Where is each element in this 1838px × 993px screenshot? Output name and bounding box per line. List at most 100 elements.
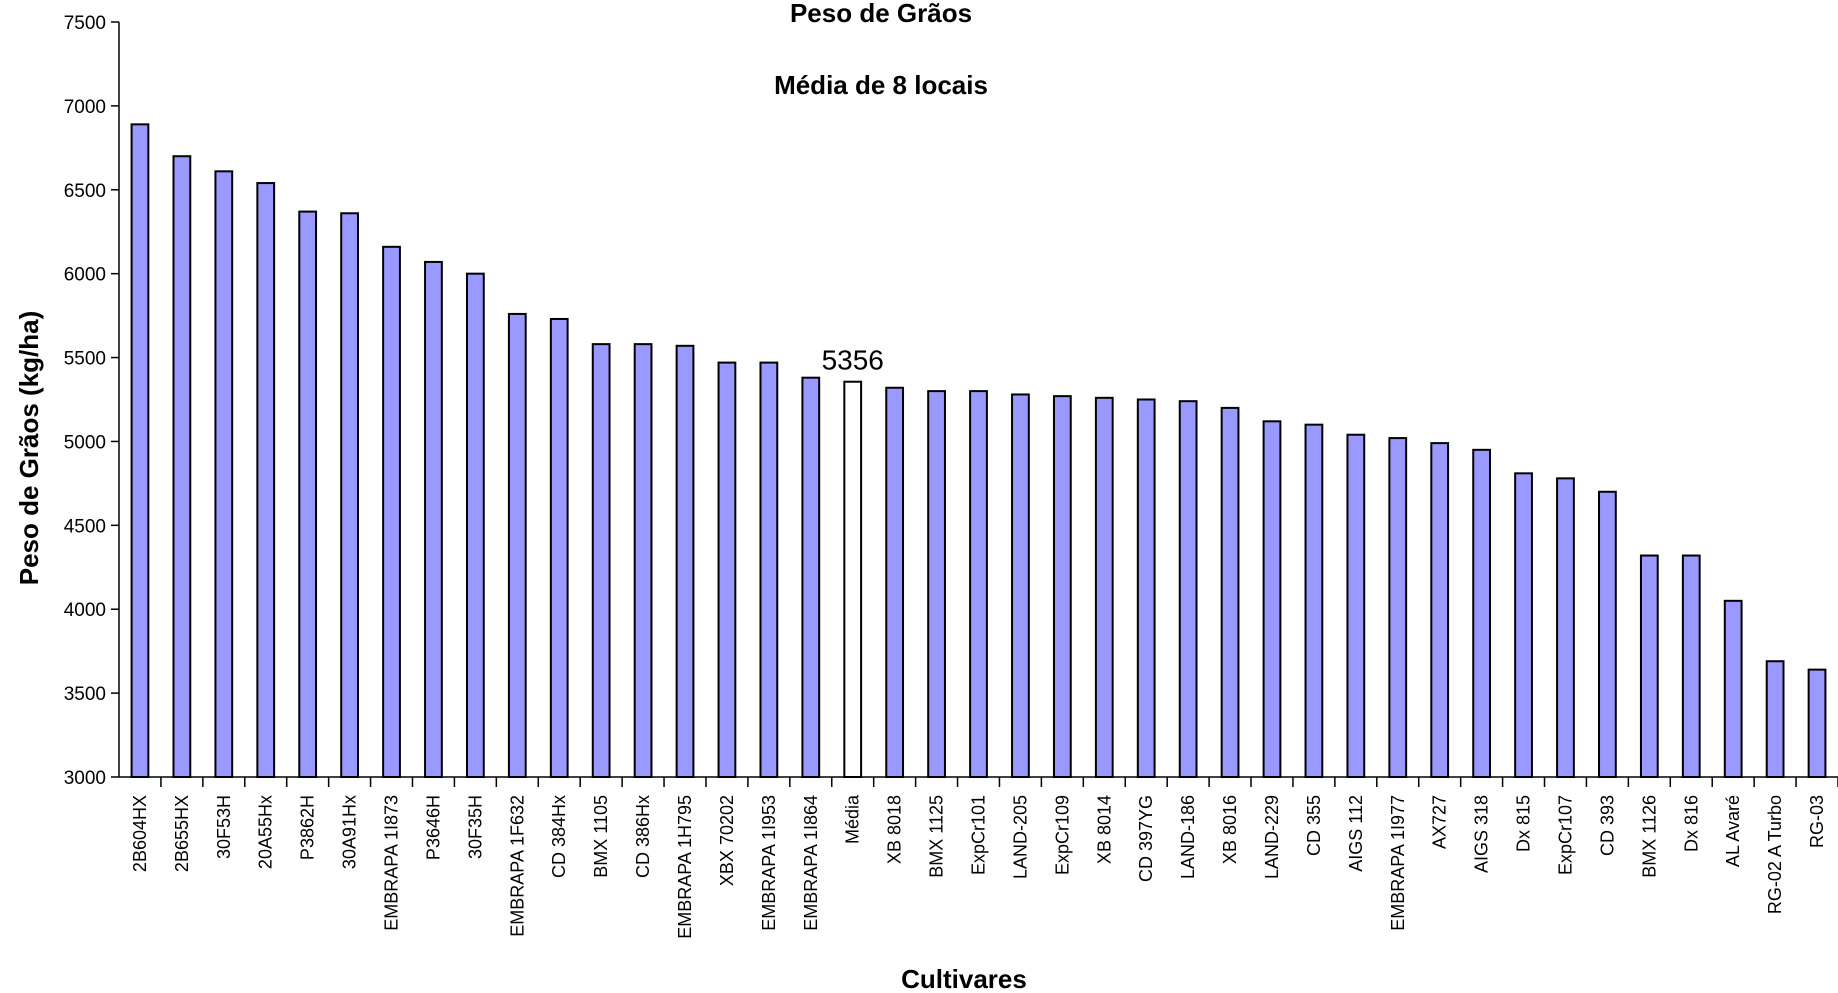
x-category-label: EMBRAPA 1I873 xyxy=(382,795,402,931)
y-tick-label: 5000 xyxy=(64,432,106,453)
x-category-label: 30F35H xyxy=(465,795,485,859)
bar xyxy=(424,260,443,778)
bar xyxy=(1346,433,1366,778)
bar xyxy=(1430,442,1450,778)
bar xyxy=(1765,660,1785,779)
bar xyxy=(1388,437,1408,778)
y-axis-ticks: 3000 3500 4000 4500 5000 5500 6000 6500 7000 7500 xyxy=(64,13,119,789)
bar xyxy=(298,210,318,779)
x-category-label: 30A91Hx xyxy=(340,795,360,869)
x-category-label: 2B604HX xyxy=(130,795,150,872)
x-category-label: BMX 1126 xyxy=(1639,795,1659,878)
x-category-label: EMBRAPA 1I864 xyxy=(801,795,821,931)
x-axis-categories: 2B604HX 2B655HX 30F53H 20A55Hx P3862H 30A91Hx… xyxy=(130,777,1838,939)
bar xyxy=(172,155,192,778)
x-category-label: BMX 1105 xyxy=(591,795,611,878)
x-category-label: AL Avaré xyxy=(1723,795,1743,867)
y-tick-label: 6000 xyxy=(64,265,106,286)
bar xyxy=(465,272,485,778)
x-category-label: EMBRAPA 1F632 xyxy=(507,795,527,937)
bar xyxy=(1681,554,1701,778)
data-labels: 5356 xyxy=(822,345,884,376)
x-category-label: RG-02 A Turbo xyxy=(1765,795,1785,914)
x-category-label: EMBRAPA 1I953 xyxy=(759,795,779,931)
bar xyxy=(1723,599,1743,778)
y-tick-label: 4000 xyxy=(64,600,106,621)
bar xyxy=(1472,448,1492,778)
x-category-label: BMX 1125 xyxy=(927,795,947,878)
bar xyxy=(1639,554,1659,778)
x-category-label: AIGS 318 xyxy=(1472,795,1492,873)
y-tick-label: 4500 xyxy=(64,516,106,537)
bar xyxy=(1807,668,1827,778)
bar xyxy=(214,170,234,779)
bar xyxy=(1304,423,1324,778)
bar xyxy=(507,312,527,778)
bar xyxy=(549,317,569,778)
bar xyxy=(256,182,276,779)
bar xyxy=(633,343,653,778)
x-category-label: AIGS 112 xyxy=(1346,795,1366,872)
y-tick-label: 3000 xyxy=(64,768,106,789)
bar xyxy=(717,361,737,778)
x-category-label: ExpCr109 xyxy=(1052,795,1072,875)
bar xyxy=(1011,393,1030,778)
x-category-label: XB 8014 xyxy=(1094,795,1114,864)
x-category-label: P3862H xyxy=(298,795,318,860)
bar xyxy=(1220,406,1240,778)
x-category-label: EMBRAPA 1H795 xyxy=(675,795,695,939)
x-category-label: EMBRAPA 1I977 xyxy=(1388,795,1408,931)
bar xyxy=(801,376,821,778)
y-tick-label: 7500 xyxy=(64,13,106,34)
x-category-label: CD 355 xyxy=(1304,795,1324,856)
x-axis-title: Cultivares xyxy=(901,964,1027,993)
y-tick-label: 7000 xyxy=(64,97,106,118)
x-category-label: Dx 815 xyxy=(1514,795,1534,852)
x-category-label: 20A55Hx xyxy=(256,795,276,869)
x-category-label: 2B655HX xyxy=(172,795,192,872)
x-category-label: RG-03 xyxy=(1807,795,1827,848)
x-category-label: LAND-229 xyxy=(1262,795,1282,879)
bar xyxy=(130,123,150,779)
x-category-label: CD 384Hx xyxy=(549,795,569,878)
bar xyxy=(675,344,695,778)
x-category-label: CD 397YG xyxy=(1136,795,1156,882)
y-tick-label: 6500 xyxy=(64,181,106,202)
x-category-label: Média xyxy=(843,794,863,844)
bar xyxy=(969,390,988,778)
chart-subtitle: Média de 8 locais xyxy=(774,70,988,100)
x-category-label: ExpCr101 xyxy=(969,795,989,875)
bar xyxy=(759,361,779,778)
x-category-label: P3646H xyxy=(423,795,443,860)
x-category-label: XB 8018 xyxy=(885,795,905,864)
bar xyxy=(843,380,863,778)
bar xyxy=(885,386,905,778)
x-category-label: XB 8016 xyxy=(1220,795,1240,864)
bar xyxy=(591,343,611,778)
x-category-label: 30F53H xyxy=(214,795,234,859)
y-tick-label: 3500 xyxy=(64,684,106,705)
bar xyxy=(382,245,401,779)
x-category-label: ExpCr107 xyxy=(1555,795,1575,875)
bar xyxy=(1556,477,1575,778)
x-category-label: CD 386Hx xyxy=(633,795,653,878)
bar xyxy=(1178,400,1198,778)
x-category-label: XBX 70202 xyxy=(717,795,737,886)
y-axis-title: Peso de Grãos (kg/ha) xyxy=(14,311,44,586)
chart-title: Peso de Grãos xyxy=(790,0,972,28)
x-category-label: LAND-186 xyxy=(1178,795,1198,879)
x-category-label: LAND-205 xyxy=(1010,795,1030,879)
bar xyxy=(340,212,359,778)
y-tick-label: 5500 xyxy=(64,349,106,370)
bar xyxy=(1094,396,1114,778)
bar xyxy=(1262,420,1282,778)
bar xyxy=(1514,472,1533,778)
x-category-label: Dx 816 xyxy=(1681,795,1701,852)
bar xyxy=(1598,490,1617,778)
bar xyxy=(1136,398,1156,778)
x-category-label: CD 393 xyxy=(1597,795,1617,856)
bar xyxy=(927,390,946,778)
x-category-label: AX727 xyxy=(1430,795,1450,849)
bar xyxy=(1052,395,1072,778)
